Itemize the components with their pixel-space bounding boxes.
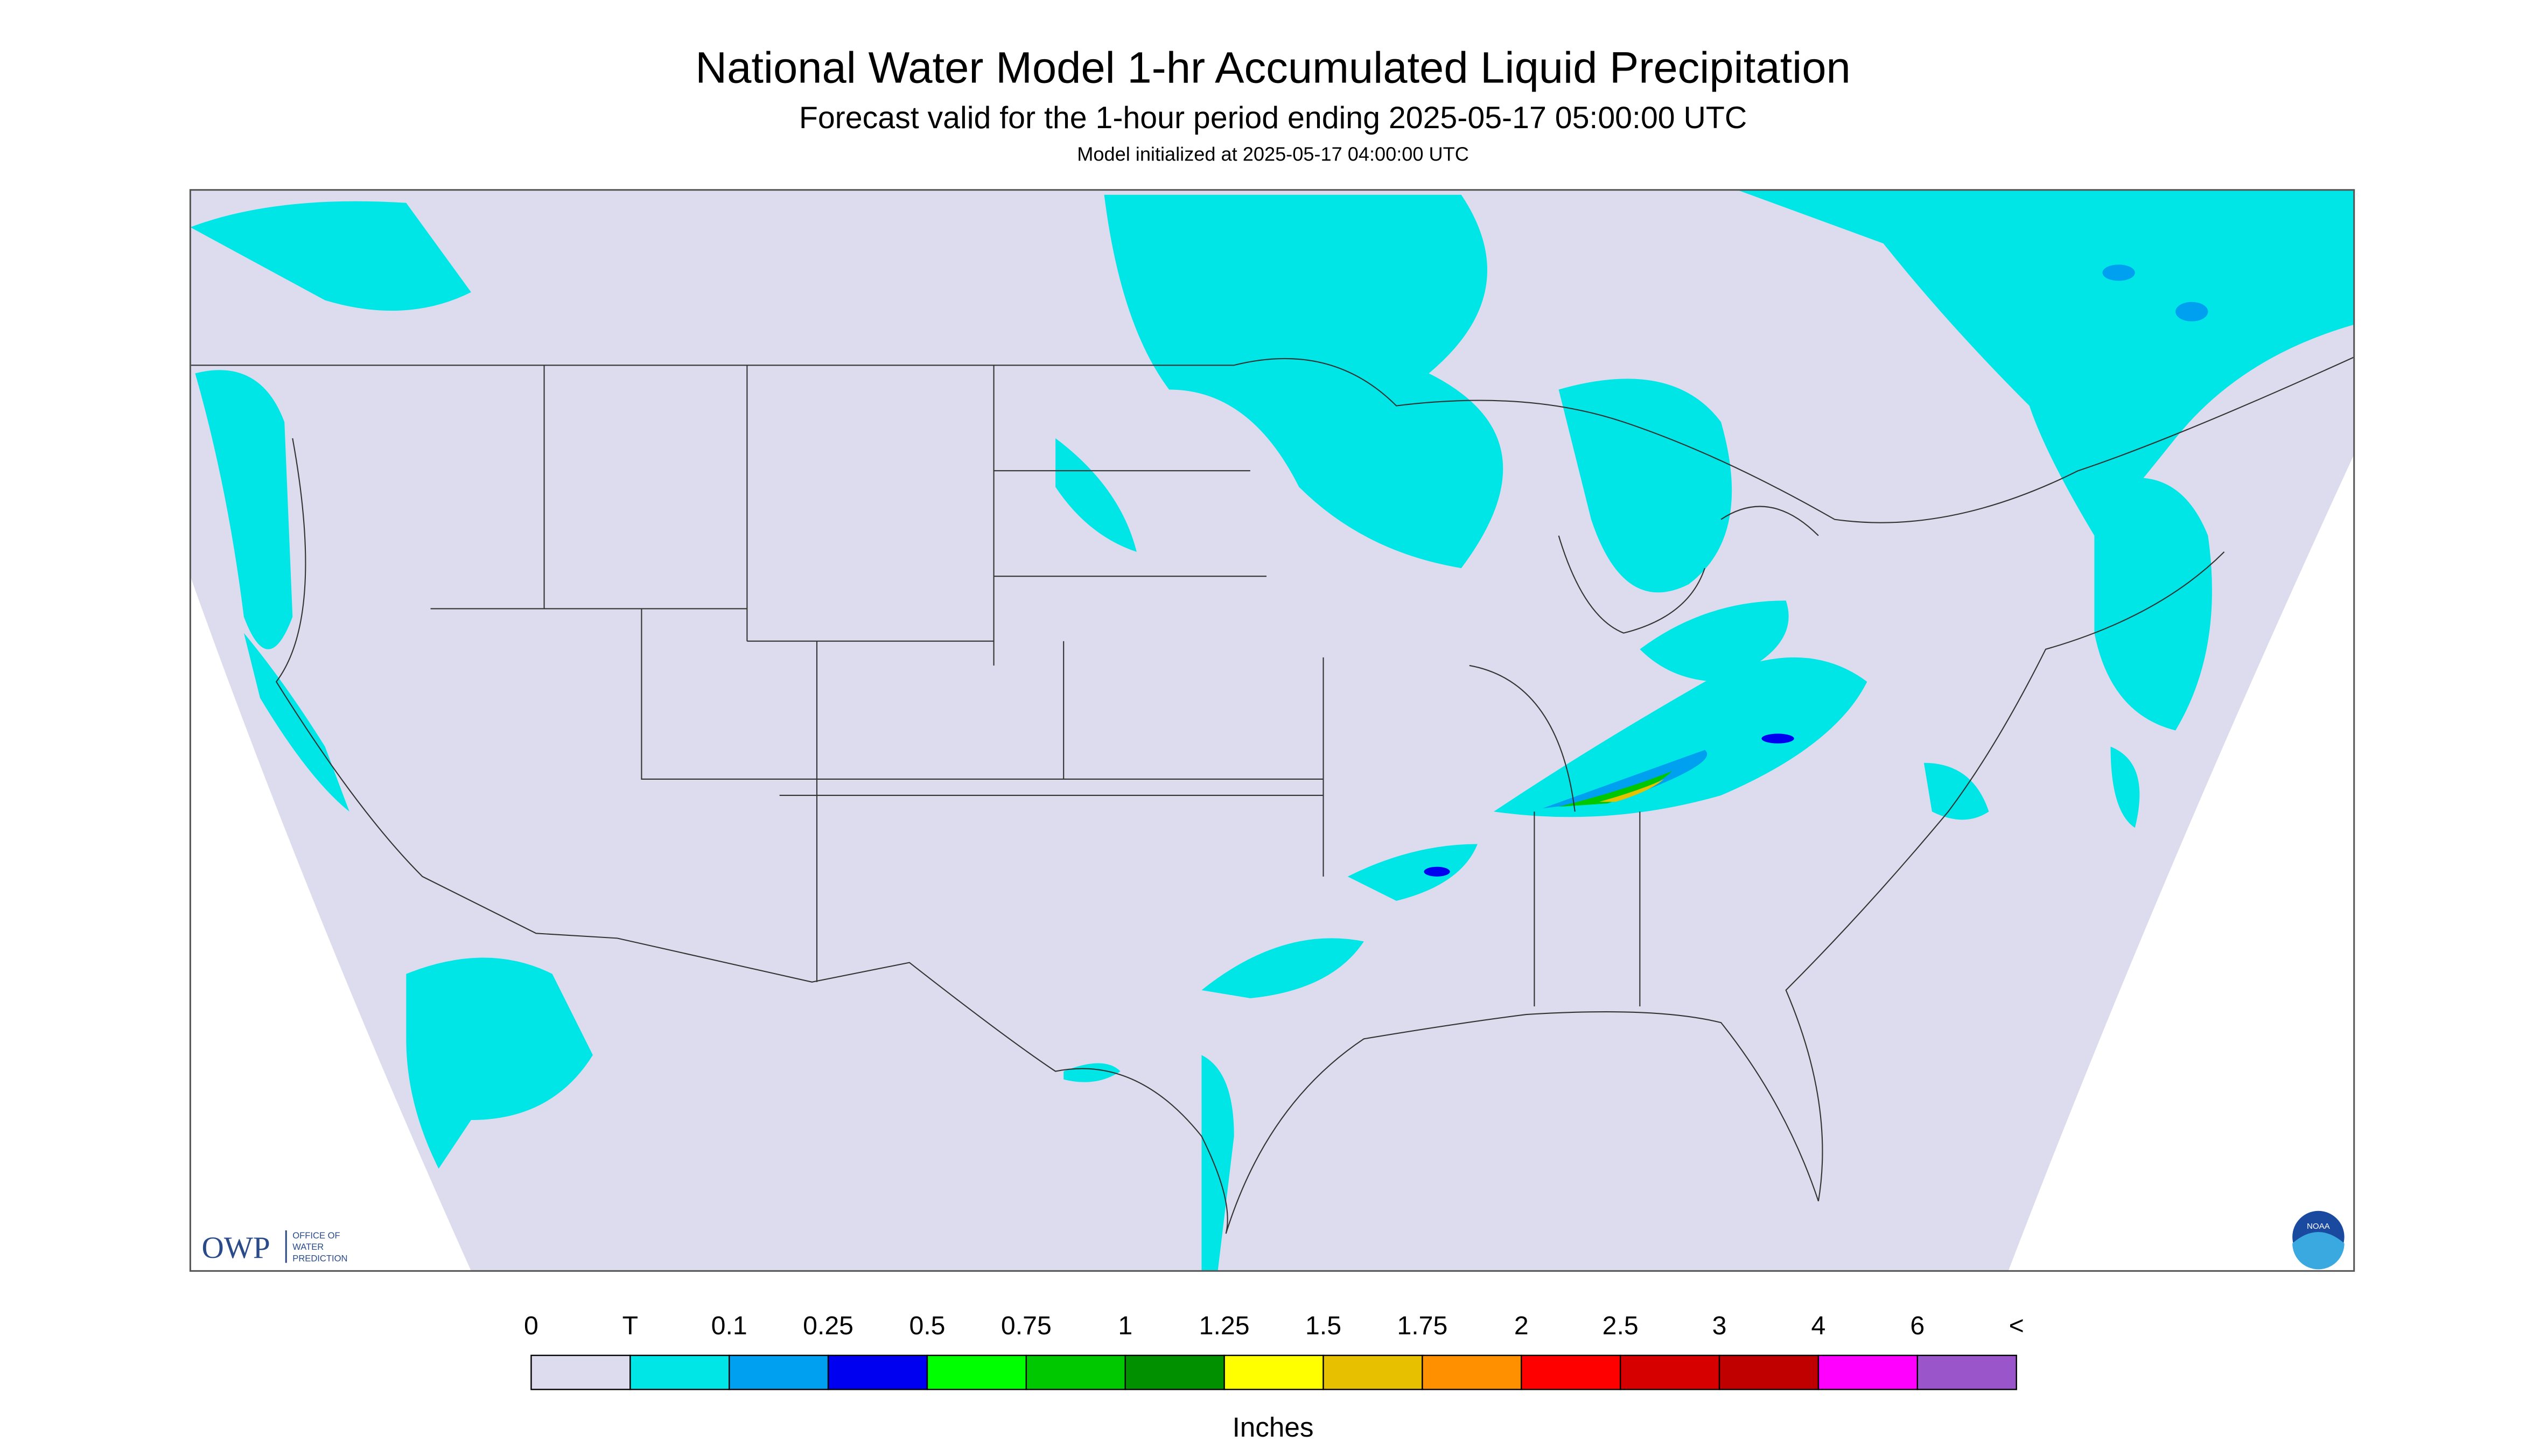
legend-label: T [622,1311,638,1340]
owp-logo-line: OFFICE OF [292,1230,340,1241]
legend-label: 0 [524,1311,538,1340]
init-note: Model initialized at 2025-05-17 04:00:00… [1077,143,1469,165]
legend-swatch [629,1354,730,1390]
legend-label: 1.75 [1397,1311,1447,1340]
owp-logo-line: PREDICTION [292,1253,347,1263]
legend-swatch [1223,1354,1324,1390]
legend-label: < [2009,1311,2024,1340]
legend-label: 1.5 [1305,1311,1341,1340]
boundaries [190,356,2354,1234]
legend-label: 0.5 [909,1311,945,1340]
legend-swatch [827,1354,928,1390]
map-frame [189,189,2355,1272]
title: National Water Model 1-hr Accumulated Li… [695,44,1850,93]
owp-logo: OWP OFFICE OF WATER PREDICTION [201,1230,347,1265]
legend-unit: Inches [1233,1412,1314,1443]
map: OWP OFFICE OF WATER PREDICTION NOAA [189,189,2355,1272]
legend-label: 0.25 [803,1311,853,1340]
owp-logo-text: OWP [201,1231,270,1265]
owp-logo-line: WATER [292,1242,324,1252]
legend-swatch [1025,1354,1126,1390]
legend-label: 4 [1811,1311,1826,1340]
legend-swatch [1718,1354,1820,1390]
legend-label: 0.1 [711,1311,747,1340]
legend-label: 2 [1514,1311,1529,1340]
legend-label: 1.25 [1199,1311,1250,1340]
legend-label: 2.5 [1603,1311,1639,1340]
legend: Inches 0 T 0.1 0.25 0.5 0.75 1 1.25 1.5 1.75 2 2.5 3… [524,1311,2024,1443]
legend-label: 0.75 [1001,1311,1052,1340]
legend-swatch [1619,1354,1720,1390]
legend-swatch [926,1354,1027,1390]
legend-swatch [728,1354,829,1390]
noaa-logo-text: NOAA [2307,1222,2331,1231]
legend-swatch [1521,1354,1621,1390]
legend-swatch [530,1354,631,1390]
legend-swatch [1422,1354,1522,1390]
precip-areas [190,190,2354,1271]
legend-swatch [1817,1354,1919,1390]
legend-label: 1 [1118,1311,1132,1340]
legend-swatch [1916,1354,2017,1390]
noaa-logo: NOAA [2292,1210,2345,1270]
model-domain [190,190,2354,1271]
legend-label: 3 [1712,1311,1727,1340]
subtitle: Forecast valid for the 1-hour period end… [799,101,1747,135]
legend-swatch [1124,1354,1225,1390]
legend-swatch [1323,1354,1423,1390]
legend-label: 6 [1910,1311,1925,1340]
